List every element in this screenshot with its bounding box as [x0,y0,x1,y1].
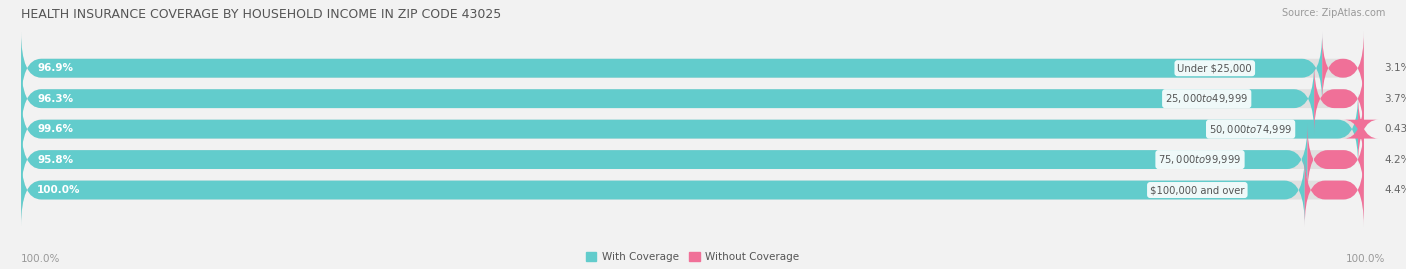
Text: 3.7%: 3.7% [1384,94,1406,104]
Text: $100,000 and over: $100,000 and over [1150,185,1244,195]
Text: 100.0%: 100.0% [37,185,80,195]
FancyBboxPatch shape [1315,62,1364,135]
FancyBboxPatch shape [1322,32,1364,104]
Text: 100.0%: 100.0% [21,254,60,264]
FancyBboxPatch shape [21,123,1308,196]
FancyBboxPatch shape [21,154,1305,226]
Text: 100.0%: 100.0% [1346,254,1385,264]
FancyBboxPatch shape [21,93,1364,165]
Text: $75,000 to $99,999: $75,000 to $99,999 [1159,153,1241,166]
FancyBboxPatch shape [1344,93,1378,165]
Text: 0.43%: 0.43% [1384,124,1406,134]
Text: $50,000 to $74,999: $50,000 to $74,999 [1209,123,1292,136]
Text: 96.3%: 96.3% [37,94,73,104]
Text: $25,000 to $49,999: $25,000 to $49,999 [1166,92,1249,105]
FancyBboxPatch shape [21,62,1315,135]
Text: 3.1%: 3.1% [1384,63,1406,73]
Text: Source: ZipAtlas.com: Source: ZipAtlas.com [1281,8,1385,18]
Text: Under $25,000: Under $25,000 [1177,63,1253,73]
Text: 99.6%: 99.6% [37,124,73,134]
FancyBboxPatch shape [1308,123,1364,196]
Text: 95.8%: 95.8% [37,155,73,165]
Legend: With Coverage, Without Coverage: With Coverage, Without Coverage [582,247,803,266]
FancyBboxPatch shape [21,62,1364,135]
Text: 96.9%: 96.9% [37,63,73,73]
FancyBboxPatch shape [21,123,1364,196]
FancyBboxPatch shape [21,154,1364,226]
Text: HEALTH INSURANCE COVERAGE BY HOUSEHOLD INCOME IN ZIP CODE 43025: HEALTH INSURANCE COVERAGE BY HOUSEHOLD I… [21,8,502,21]
FancyBboxPatch shape [21,32,1364,104]
Text: 4.2%: 4.2% [1384,155,1406,165]
Text: 4.4%: 4.4% [1384,185,1406,195]
FancyBboxPatch shape [21,93,1358,165]
FancyBboxPatch shape [1305,154,1364,226]
FancyBboxPatch shape [21,32,1322,104]
